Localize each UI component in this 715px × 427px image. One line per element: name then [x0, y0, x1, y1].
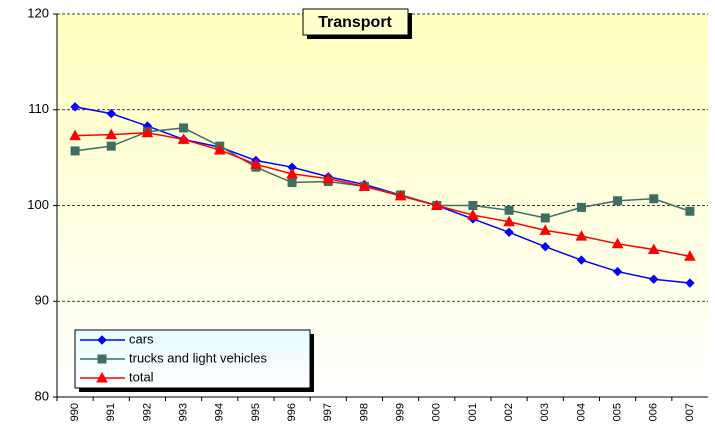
series-line [75, 131, 691, 257]
marker [647, 243, 660, 255]
x-tick-label: 005 [611, 403, 623, 421]
marker [106, 141, 116, 151]
marker [613, 196, 623, 206]
marker [575, 230, 588, 241]
y-tick-label: 90 [35, 293, 49, 308]
marker [179, 123, 189, 133]
marker [322, 172, 335, 184]
x-tick-label: 993 [177, 403, 189, 421]
y-tick-label: 110 [28, 101, 49, 116]
legend-label: cars [129, 331, 154, 346]
marker [69, 129, 81, 141]
legend-label: trucks and light vehicles [129, 350, 268, 365]
marker [430, 199, 443, 210]
marker [649, 274, 659, 284]
x-tick-label: 991 [105, 403, 117, 421]
series-line [74, 106, 690, 284]
x-tick-label: 000 [431, 403, 443, 421]
marker [576, 255, 587, 265]
y-tick-label: 120 [27, 5, 49, 20]
x-tick-label: 003 [539, 403, 551, 421]
marker [504, 205, 514, 215]
x-tick-label: 996 [286, 403, 298, 421]
marker [287, 178, 297, 188]
y-tick-label: 100 [27, 197, 49, 212]
y-tick-label: 80 [35, 388, 49, 403]
marker [539, 224, 552, 235]
marker [96, 371, 108, 383]
x-tick-label: 002 [503, 403, 515, 421]
marker [213, 143, 226, 155]
marker [685, 206, 695, 216]
x-tick-label: 006 [648, 403, 660, 421]
marker [70, 102, 80, 112]
marker [141, 126, 154, 138]
x-tick-label: 001 [467, 403, 479, 421]
x-tick-label: 994 [214, 403, 226, 421]
marker [105, 128, 118, 140]
marker [286, 167, 298, 179]
x-tick-label: 992 [141, 403, 153, 421]
marker [685, 278, 695, 288]
marker [612, 266, 623, 277]
marker [540, 213, 550, 223]
marker [684, 250, 696, 261]
legend-label: total [129, 369, 154, 384]
x-tick-label: 998 [358, 403, 370, 421]
x-tick-label: 990 [69, 403, 81, 421]
x-tick-label: 999 [394, 403, 406, 421]
marker [503, 215, 515, 227]
title-box: Transport [302, 8, 412, 39]
marker [97, 335, 107, 345]
x-tick-label: 995 [250, 403, 262, 421]
marker [177, 133, 190, 144]
marker [468, 201, 478, 210]
marker [250, 158, 262, 169]
marker [394, 189, 407, 201]
marker [97, 354, 107, 364]
marker [540, 241, 550, 252]
marker [106, 108, 116, 119]
marker [504, 227, 514, 238]
marker [649, 194, 659, 204]
marker [358, 180, 371, 191]
x-tick-label: 004 [575, 403, 587, 421]
marker [70, 146, 80, 156]
x-tick-label: 007 [684, 403, 696, 421]
marker [576, 202, 586, 212]
marker [467, 209, 479, 220]
marker [611, 237, 624, 249]
chart-title: Transport [318, 14, 392, 31]
x-tick-label: 997 [322, 403, 334, 421]
